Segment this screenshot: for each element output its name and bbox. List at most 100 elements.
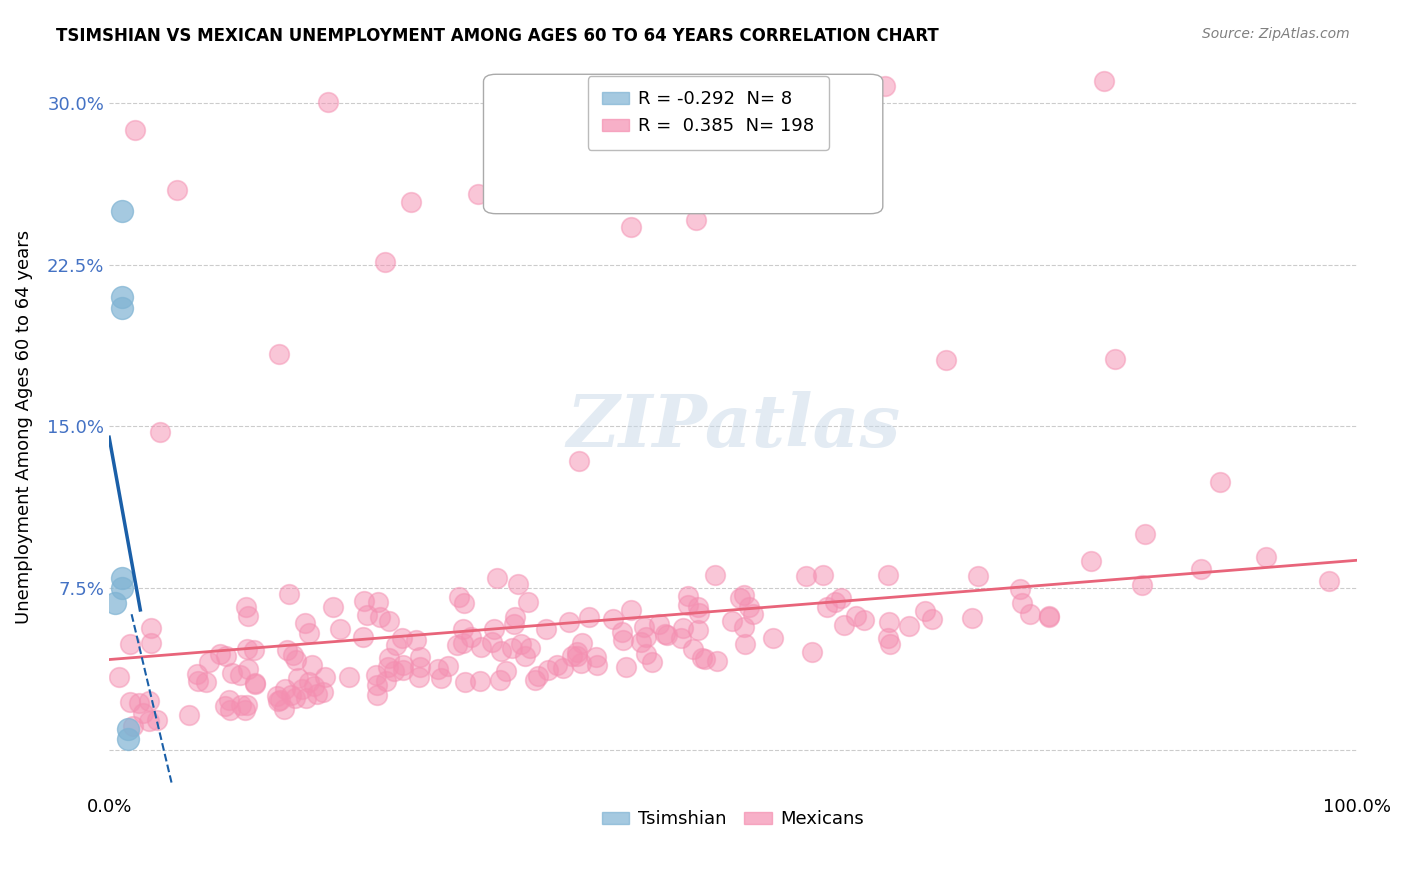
Point bbox=[553, 661, 575, 675]
Point bbox=[657, 628, 679, 642]
Point bbox=[734, 637, 756, 651]
Point bbox=[578, 610, 600, 624]
Point bbox=[1019, 607, 1042, 622]
Point bbox=[139, 621, 162, 635]
Point bbox=[1038, 609, 1060, 624]
Point bbox=[453, 596, 475, 610]
Point bbox=[640, 655, 662, 669]
Point bbox=[897, 619, 920, 633]
Point bbox=[243, 642, 266, 657]
Point bbox=[510, 637, 533, 651]
Point bbox=[488, 673, 510, 687]
Point bbox=[1038, 608, 1060, 623]
Point bbox=[685, 213, 707, 227]
Point bbox=[501, 640, 523, 655]
Point bbox=[356, 607, 378, 622]
Point bbox=[269, 692, 291, 706]
Point bbox=[569, 656, 592, 670]
Point bbox=[565, 645, 588, 659]
Point bbox=[966, 569, 988, 583]
Point bbox=[620, 603, 643, 617]
Legend: Tsimshian, Mexicans: Tsimshian, Mexicans bbox=[595, 803, 872, 836]
Point bbox=[108, 670, 131, 684]
Point bbox=[824, 594, 846, 608]
Point bbox=[853, 613, 876, 627]
Point bbox=[287, 671, 309, 685]
Point bbox=[245, 676, 267, 690]
Point bbox=[110, 582, 132, 596]
Point bbox=[236, 608, 259, 623]
Point bbox=[298, 675, 321, 690]
Text: Source: ZipAtlas.com: Source: ZipAtlas.com bbox=[1202, 27, 1350, 41]
Point bbox=[447, 591, 470, 605]
Point bbox=[120, 695, 142, 709]
Point bbox=[815, 599, 838, 614]
Point bbox=[229, 668, 252, 682]
Point bbox=[690, 651, 713, 665]
Point bbox=[399, 194, 422, 209]
Point bbox=[704, 568, 727, 582]
Point bbox=[491, 644, 513, 658]
Point bbox=[128, 696, 150, 710]
Point bbox=[235, 599, 257, 614]
Text: ZIPatlas: ZIPatlas bbox=[567, 391, 900, 462]
Point bbox=[1008, 582, 1031, 597]
Point bbox=[503, 610, 526, 624]
Point bbox=[546, 657, 568, 672]
Point bbox=[138, 694, 160, 708]
Point bbox=[301, 658, 323, 673]
Point bbox=[536, 623, 558, 637]
Point bbox=[328, 622, 350, 636]
Point bbox=[149, 425, 172, 439]
Point bbox=[1132, 578, 1154, 592]
Point bbox=[117, 722, 139, 736]
Point bbox=[274, 681, 297, 696]
Point bbox=[1209, 475, 1232, 489]
Point bbox=[800, 645, 823, 659]
Point bbox=[526, 669, 548, 683]
Point bbox=[585, 658, 607, 673]
Point bbox=[198, 655, 221, 669]
Point bbox=[124, 123, 146, 137]
Point bbox=[117, 732, 139, 747]
Point bbox=[231, 698, 253, 712]
Point bbox=[219, 703, 242, 717]
Point bbox=[104, 596, 127, 610]
Point bbox=[238, 661, 260, 675]
Point bbox=[273, 702, 295, 716]
Point bbox=[620, 220, 643, 235]
Point bbox=[391, 632, 413, 646]
Point bbox=[285, 653, 308, 667]
Point bbox=[187, 674, 209, 689]
Point bbox=[523, 673, 546, 687]
Point bbox=[585, 649, 607, 664]
Point bbox=[738, 599, 761, 614]
Point bbox=[470, 640, 492, 655]
Point bbox=[110, 290, 132, 304]
Point bbox=[633, 620, 655, 634]
Point bbox=[602, 612, 624, 626]
Point bbox=[741, 607, 763, 621]
Point bbox=[236, 642, 259, 657]
Point bbox=[467, 186, 489, 201]
Point bbox=[1011, 596, 1033, 610]
Point bbox=[266, 690, 288, 704]
Point bbox=[676, 599, 699, 613]
Point bbox=[307, 687, 329, 701]
Point bbox=[267, 693, 290, 707]
Point bbox=[561, 648, 583, 663]
Point bbox=[706, 654, 728, 668]
Point bbox=[733, 588, 755, 602]
Point bbox=[451, 622, 474, 636]
Point bbox=[352, 630, 374, 644]
Point bbox=[446, 638, 468, 652]
Point bbox=[314, 670, 336, 684]
Text: TSIMSHIAN VS MEXICAN UNEMPLOYMENT AMONG AGES 60 TO 64 YEARS CORRELATION CHART: TSIMSHIAN VS MEXICAN UNEMPLOYMENT AMONG … bbox=[56, 27, 939, 45]
Point bbox=[672, 621, 695, 635]
Point bbox=[654, 627, 676, 641]
Point bbox=[316, 95, 339, 109]
Point bbox=[377, 660, 399, 674]
Point bbox=[460, 630, 482, 644]
Point bbox=[215, 649, 238, 664]
Point bbox=[214, 698, 236, 713]
